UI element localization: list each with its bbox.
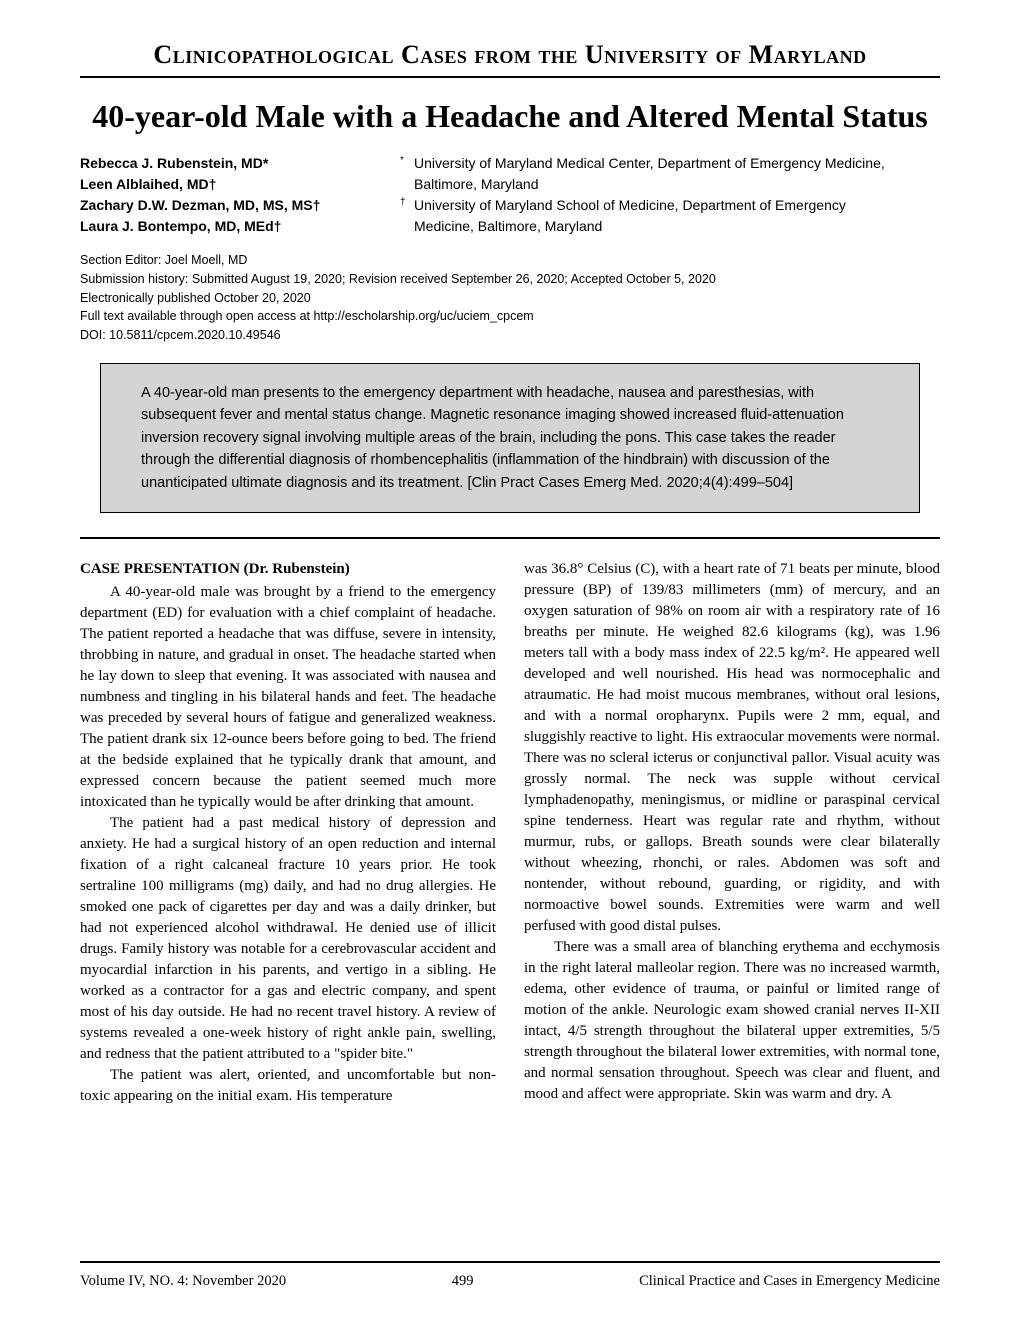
body-p5: There was a small area of blanching eryt…: [524, 937, 940, 1105]
author-2: Leen Alblaihed, MD†: [80, 174, 360, 195]
body-p1: A 40-year-old male was brought by a frie…: [80, 582, 496, 813]
meta-block: Section Editor: Joel Moell, MD Submissio…: [80, 251, 940, 345]
body-p3: The patient was alert, oriented, and unc…: [80, 1065, 496, 1107]
affil-mark-blank2: [400, 216, 414, 237]
epub-date: Electronically published October 20, 202…: [80, 289, 940, 308]
fulltext-link: Full text available through open access …: [80, 307, 940, 326]
doi: DOI: 10.5811/cpcem.2020.10.49546: [80, 326, 940, 345]
affil-mark-blank1: [400, 174, 414, 195]
affil-text-2a: University of Maryland School of Medicin…: [414, 195, 846, 216]
section-editor: Section Editor: Joel Moell, MD: [80, 251, 940, 270]
affiliations: * University of Maryland Medical Center,…: [400, 153, 940, 237]
affil-text-1b: Baltimore, Maryland: [414, 174, 539, 195]
affil-text-2b: Medicine, Baltimore, Maryland: [414, 216, 602, 237]
author-block: Rebecca J. Rubenstein, MD* Leen Alblaihe…: [80, 153, 940, 237]
submission-history: Submission history: Submitted August 19,…: [80, 270, 940, 289]
footer-left: Volume IV, NO. 4: November 2020: [80, 1273, 286, 1290]
abstract-box: A 40-year-old man presents to the emerge…: [100, 363, 920, 513]
page-footer: Volume IV, NO. 4: November 2020 499 Clin…: [80, 1261, 940, 1290]
body-p4: was 36.8° Celsius (C), with a heart rate…: [524, 559, 940, 937]
author-4: Laura J. Bontempo, MD, MEd†: [80, 216, 360, 237]
section-header: Clinicopathological Cases from the Unive…: [80, 40, 940, 78]
abstract-text: A 40-year-old man presents to the emerge…: [141, 385, 844, 491]
affil-mark-2: †: [400, 195, 414, 216]
author-1: Rebecca J. Rubenstein, MD*: [80, 153, 360, 174]
authors-list: Rebecca J. Rubenstein, MD* Leen Alblaihe…: [80, 153, 360, 237]
divider-rule: [80, 537, 940, 539]
affil-mark-1: *: [400, 153, 414, 174]
author-3: Zachary D.W. Dezman, MD, MS, MS†: [80, 195, 360, 216]
body-text: CASE PRESENTATION (Dr. Rubenstein) A 40-…: [80, 559, 940, 1107]
footer-right: Clinical Practice and Cases in Emergency…: [639, 1273, 940, 1290]
body-p2: The patient had a past medical history o…: [80, 813, 496, 1065]
page-number: 499: [452, 1273, 474, 1290]
footer-rule: [80, 1261, 940, 1263]
case-heading: CASE PRESENTATION (Dr. Rubenstein): [80, 559, 496, 580]
article-title: 40-year-old Male with a Headache and Alt…: [80, 98, 940, 135]
affil-text-1a: University of Maryland Medical Center, D…: [414, 153, 885, 174]
